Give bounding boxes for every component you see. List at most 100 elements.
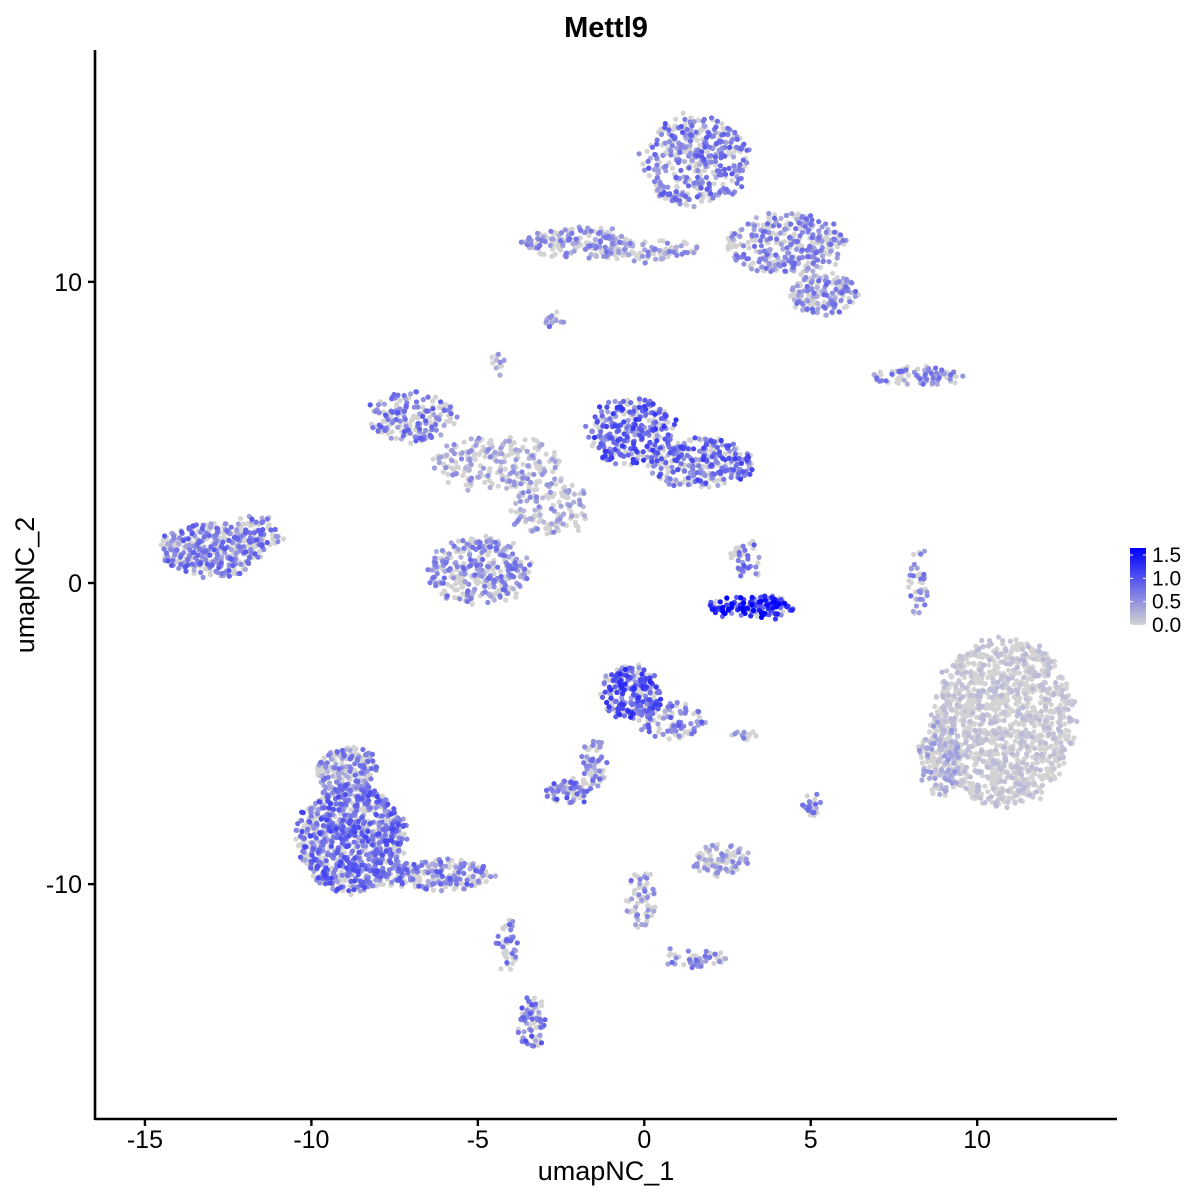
data-point	[720, 125, 726, 131]
data-point	[669, 165, 676, 171]
data-point	[988, 794, 994, 800]
data-point	[525, 463, 531, 469]
data-point	[560, 521, 566, 527]
data-point	[814, 285, 820, 291]
data-point	[697, 142, 703, 148]
data-point	[653, 256, 659, 262]
data-point	[452, 594, 458, 601]
data-point	[704, 149, 711, 155]
data-point	[575, 527, 581, 534]
data-point	[715, 870, 721, 876]
data-point	[933, 728, 940, 734]
data-point	[722, 956, 729, 962]
data-point	[397, 397, 403, 404]
data-point	[576, 497, 583, 503]
data-point	[444, 452, 450, 458]
data-point	[820, 253, 826, 259]
data-point	[987, 657, 993, 663]
data-point	[757, 249, 763, 255]
data-point	[536, 519, 542, 525]
data-point	[977, 722, 983, 728]
data-point	[618, 233, 625, 239]
data-point	[955, 744, 961, 751]
data-point	[926, 775, 933, 781]
data-point	[464, 541, 470, 547]
data-point	[522, 437, 528, 443]
data-point	[509, 960, 516, 967]
data-point	[681, 962, 687, 968]
data-point	[708, 857, 714, 863]
data-point	[508, 508, 514, 514]
data-point	[947, 772, 953, 778]
data-point	[965, 651, 971, 658]
data-point	[1029, 734, 1035, 740]
data-point	[944, 668, 950, 674]
data-point	[974, 738, 980, 744]
data-point	[497, 359, 503, 365]
data-point	[927, 764, 933, 770]
data-point	[603, 673, 609, 679]
data-point	[977, 768, 983, 775]
data-point	[778, 230, 784, 236]
data-point	[655, 721, 661, 727]
data-point	[830, 270, 836, 276]
data-point	[992, 730, 998, 736]
data-point	[310, 873, 316, 879]
data-point	[1013, 701, 1019, 707]
data-point	[1049, 720, 1055, 727]
data-point	[539, 471, 545, 477]
data-point	[1051, 709, 1057, 715]
data-point	[982, 800, 988, 806]
data-point	[455, 546, 461, 552]
data-point	[1036, 717, 1042, 723]
data-point	[375, 402, 382, 408]
data-point	[1018, 745, 1024, 751]
data-point	[716, 958, 723, 965]
data-point	[524, 448, 530, 454]
data-point	[977, 667, 983, 673]
data-point	[1022, 691, 1028, 697]
data-point	[537, 478, 543, 484]
data-point	[494, 458, 500, 464]
data-point	[980, 644, 986, 650]
data-point	[976, 689, 982, 695]
data-point	[451, 575, 457, 581]
data-point	[940, 693, 946, 699]
data-point	[1051, 751, 1057, 757]
data-point	[452, 587, 458, 593]
data-point	[971, 661, 977, 667]
data-point	[1057, 713, 1063, 719]
data-point	[631, 258, 637, 264]
data-point	[636, 665, 642, 671]
data-point	[654, 433, 660, 439]
data-point	[706, 484, 712, 490]
data-point	[805, 260, 811, 266]
data-point	[965, 747, 972, 753]
data-point	[980, 758, 986, 765]
data-point	[430, 456, 436, 462]
data-point	[558, 503, 564, 509]
data-point	[389, 429, 395, 435]
data-point	[401, 831, 407, 837]
data-point	[968, 679, 974, 685]
data-point	[493, 365, 499, 371]
data-point	[488, 874, 494, 880]
data-point	[948, 707, 955, 713]
data-point	[656, 729, 662, 735]
data-point	[490, 560, 496, 566]
data-point	[958, 663, 964, 669]
data-point	[569, 513, 575, 519]
data-point	[520, 461, 526, 467]
data-point	[702, 473, 708, 479]
data-point	[926, 729, 933, 735]
data-point	[636, 717, 642, 724]
data-point	[942, 713, 948, 719]
data-point	[639, 897, 645, 903]
data-point	[596, 739, 602, 746]
data-point	[810, 298, 817, 304]
data-point	[520, 571, 527, 577]
data-points	[158, 110, 1080, 1049]
data-point	[711, 960, 717, 966]
data-point	[987, 720, 993, 726]
